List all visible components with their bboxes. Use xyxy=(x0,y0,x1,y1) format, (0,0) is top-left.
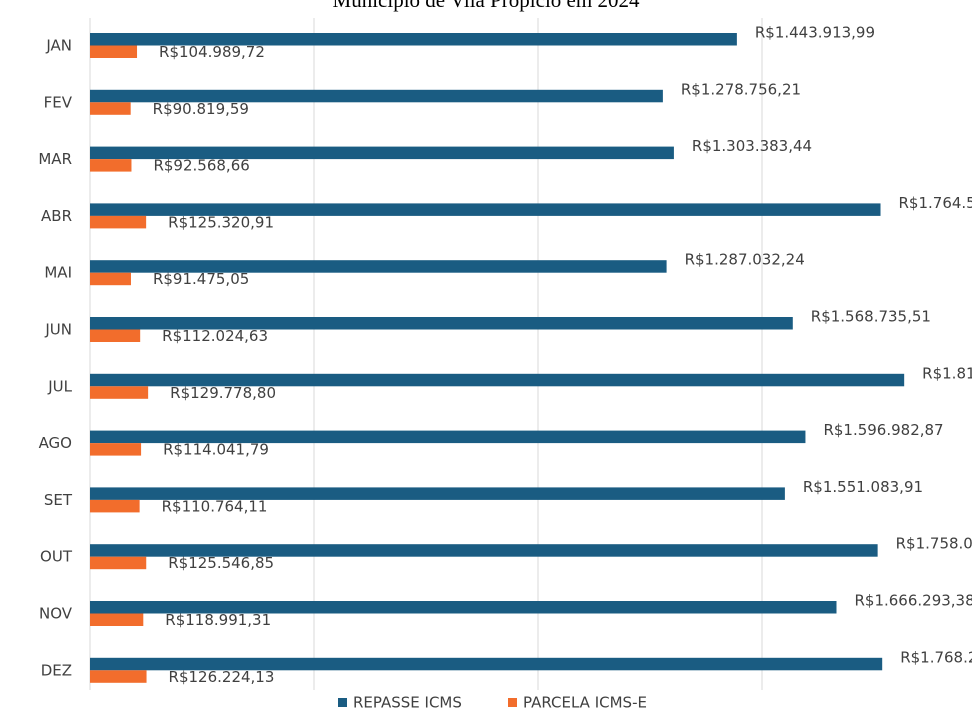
data-label: R$1.596.982,87 xyxy=(823,421,943,439)
data-label: R$1.764.540,99 xyxy=(899,194,972,212)
data-label: R$1.287.032,24 xyxy=(685,251,805,269)
data-label: R$112.024,63 xyxy=(162,327,268,345)
y-tick-label: JUN xyxy=(44,321,72,339)
bar xyxy=(90,33,737,46)
legend-swatch xyxy=(338,698,347,707)
y-tick-label: JUL xyxy=(47,377,72,395)
bar xyxy=(90,329,141,342)
data-label: R$1.768.289,75 xyxy=(900,648,972,666)
bar xyxy=(90,45,138,58)
data-label: R$114.041,79 xyxy=(163,441,269,459)
data-label: R$126.224,13 xyxy=(169,668,275,686)
bar xyxy=(90,373,905,387)
data-label: R$125.320,91 xyxy=(168,213,274,231)
data-label: R$90.819,59 xyxy=(153,100,249,118)
data-label: R$1.568.735,51 xyxy=(811,308,931,326)
legend-swatch xyxy=(508,698,517,707)
bar xyxy=(90,443,142,456)
data-label: R$118.991,31 xyxy=(165,611,271,629)
legend-label: REPASSE ICMS xyxy=(353,694,462,709)
y-tick-label: AGO xyxy=(39,434,72,452)
data-label: R$92.568,66 xyxy=(153,157,249,175)
data-label: R$1.666.293,38 xyxy=(854,592,972,610)
y-tick-label: MAI xyxy=(44,264,72,282)
data-label: R$110.764,11 xyxy=(162,497,268,515)
y-tick-label: ABR xyxy=(41,207,72,225)
y-tick-label: SET xyxy=(44,491,73,509)
bar xyxy=(90,89,663,103)
bar xyxy=(90,215,147,229)
data-label: R$91.475,05 xyxy=(153,270,249,288)
data-label: R$1.443.913,99 xyxy=(755,24,875,42)
chart-title: Município de Vila Propício em 2024 xyxy=(333,0,640,12)
bar xyxy=(90,556,147,570)
y-tick-label: DEZ xyxy=(41,661,72,679)
y-tick-label: FEV xyxy=(44,93,73,111)
bar xyxy=(90,159,132,172)
bar xyxy=(90,102,131,115)
bar xyxy=(90,430,806,444)
bar xyxy=(90,613,144,626)
data-label: R$104.989,72 xyxy=(159,43,265,61)
bar xyxy=(90,146,674,160)
bar xyxy=(90,670,147,683)
y-tick-label: MAR xyxy=(38,150,72,168)
data-label: R$1.551.083,91 xyxy=(803,478,923,496)
data-label: R$125.546,85 xyxy=(168,554,274,572)
y-tick-label: JAN xyxy=(45,37,72,55)
data-label: R$1.278.756,21 xyxy=(681,80,801,98)
bar xyxy=(90,601,837,614)
bar xyxy=(90,260,667,273)
bar xyxy=(90,386,149,399)
data-label: R$129.778,80 xyxy=(170,384,276,402)
data-label: R$1.817.355,78 xyxy=(922,364,972,382)
data-label: R$1.758.093,85 xyxy=(896,535,972,553)
bar xyxy=(90,487,785,500)
bar xyxy=(90,272,131,286)
legend-label: PARCELA ICMS-E xyxy=(523,694,647,709)
bar xyxy=(90,657,883,671)
y-tick-label: NOV xyxy=(39,605,73,623)
y-tick-label: OUT xyxy=(40,548,73,566)
bar xyxy=(90,317,793,330)
bar xyxy=(90,499,140,513)
bar xyxy=(90,544,878,557)
bar xyxy=(90,203,881,216)
data-label: R$1.303.383,44 xyxy=(692,137,812,155)
